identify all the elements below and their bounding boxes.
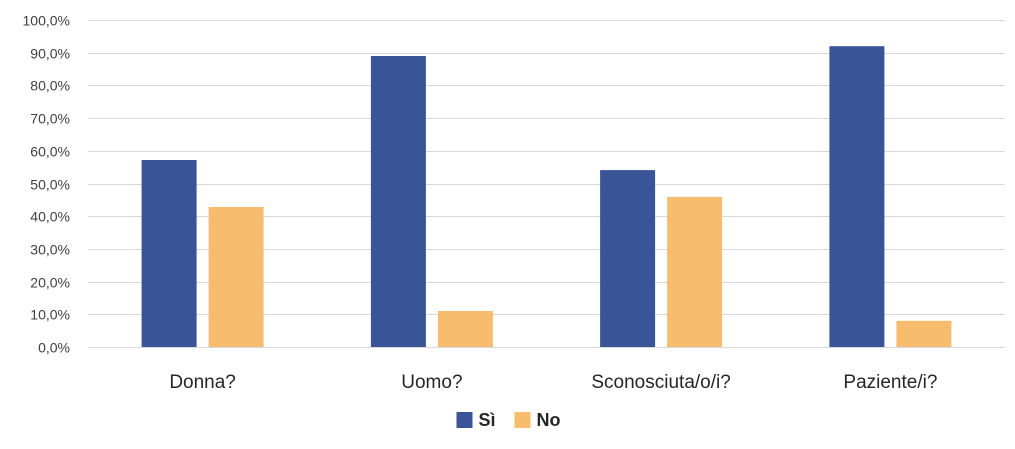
- bar-si: [370, 56, 426, 347]
- y-tick-label: 30,0%: [30, 242, 70, 258]
- y-tick-label: 60,0%: [30, 144, 70, 160]
- y-tick-label: 20,0%: [30, 275, 70, 291]
- bar-no: [208, 207, 264, 347]
- x-axis-tick-labels: Donna? Uomo? Sconosciuta/o/i? Paziente/i?: [169, 372, 937, 393]
- y-tick-label: 40,0%: [30, 209, 70, 225]
- bar-si: [600, 170, 656, 347]
- y-tick-label: 80,0%: [30, 78, 70, 94]
- legend-label: Sì: [479, 410, 496, 430]
- x-tick-label: Donna?: [169, 372, 236, 393]
- legend-swatch: [514, 412, 531, 428]
- legend-label: No: [537, 410, 561, 430]
- bar-no: [437, 311, 493, 347]
- y-tick-label: 50,0%: [30, 177, 70, 193]
- bar-si: [829, 46, 885, 347]
- x-tick-label: Paziente/i?: [843, 372, 937, 393]
- y-tick-label: 70,0%: [30, 111, 70, 127]
- legend-swatch: [456, 412, 473, 428]
- y-tick-label: 10,0%: [30, 307, 70, 323]
- bars: [141, 46, 952, 347]
- y-axis-tick-labels: 0,0% 10,0% 20,0% 30,0% 40,0% 50,0% 60,0% 70,0% 8…: [23, 13, 70, 356]
- x-tick-label: Uomo?: [401, 372, 462, 393]
- bar-si: [141, 160, 197, 347]
- bar-no: [896, 320, 952, 347]
- x-tick-label: Sconosciuta/o/i?: [591, 372, 730, 393]
- y-tick-label: 100,0%: [23, 13, 70, 29]
- bar-no: [667, 196, 723, 347]
- legend: Sì No: [456, 410, 561, 430]
- y-tick-label: 90,0%: [30, 46, 70, 62]
- y-tick-label: 0,0%: [38, 340, 70, 356]
